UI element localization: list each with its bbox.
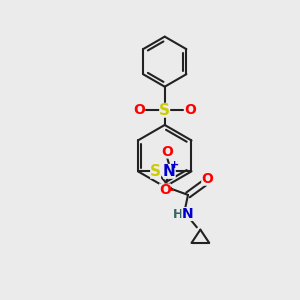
Text: +: +: [170, 160, 179, 170]
Text: N: N: [181, 207, 193, 221]
Text: H: H: [173, 208, 184, 220]
Text: -: -: [169, 184, 174, 197]
Text: S: S: [150, 164, 161, 179]
Text: O: O: [184, 103, 196, 117]
Text: O: O: [201, 172, 213, 186]
Text: O: O: [159, 184, 171, 197]
Text: O: O: [161, 145, 173, 159]
Text: S: S: [159, 103, 170, 118]
Text: O: O: [133, 103, 145, 117]
Text: N: N: [163, 164, 176, 179]
